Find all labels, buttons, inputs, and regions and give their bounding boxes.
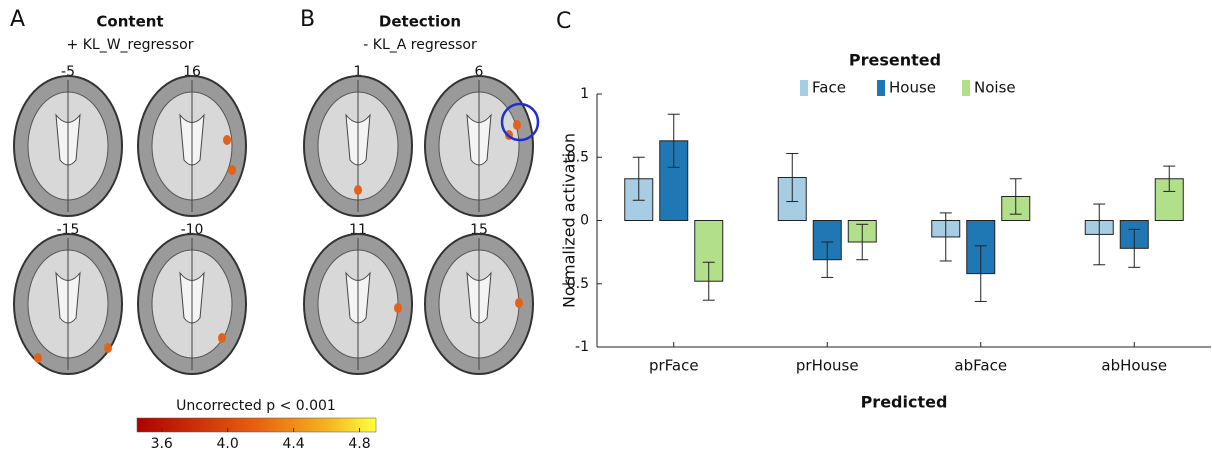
legend-label: House [889, 79, 936, 97]
x-tick-label: abFace [954, 357, 1007, 375]
activation-blob [228, 165, 236, 175]
panel-letter: A [10, 7, 25, 32]
y-axis-label: Normalized activation [560, 133, 579, 308]
legend-title: Presented [849, 51, 941, 70]
colorbar-label: Uncorrected p < 0.001 [176, 398, 336, 414]
colorbar [137, 418, 376, 432]
legend-label: Face [812, 79, 846, 97]
panel-title: Content [96, 13, 163, 31]
y-tick-label: 0 [580, 213, 589, 229]
panel-letter: B [300, 7, 315, 32]
colorbar-tick-label: 4.8 [348, 436, 370, 452]
legend-swatch [962, 80, 970, 96]
activation-blob [104, 343, 112, 353]
activation-blob [515, 298, 523, 308]
y-tick-label: 1 [580, 86, 589, 102]
colorbar-tick-label: 4.4 [282, 436, 304, 452]
legend-swatch [877, 80, 885, 96]
x-tick-label: prHouse [796, 357, 859, 375]
colorbar-tick-label: 4.0 [217, 436, 239, 452]
colorbar-tick-label: 3.6 [151, 436, 173, 452]
figure: A Content + KL_W_regressor B Detection -… [0, 0, 1212, 454]
activation-blob [223, 135, 231, 145]
panel-letter: C [556, 9, 571, 34]
x-tick-label: prFace [649, 357, 699, 375]
activation-blob [34, 353, 42, 363]
panel-subtitle: - KL_A regressor [363, 37, 477, 53]
panel-subtitle: + KL_W_regressor [67, 37, 194, 53]
x-tick-label: abHouse [1101, 357, 1167, 375]
x-axis-label: Predicted [861, 393, 948, 412]
legend-swatch [800, 80, 808, 96]
y-tick-label: -1 [575, 339, 589, 355]
activation-blob [354, 185, 362, 195]
panel-title: Detection [379, 13, 461, 31]
legend-label: Noise [974, 79, 1016, 97]
activation-blob [394, 303, 402, 313]
activation-blob [513, 120, 521, 130]
activation-blob [218, 333, 226, 343]
